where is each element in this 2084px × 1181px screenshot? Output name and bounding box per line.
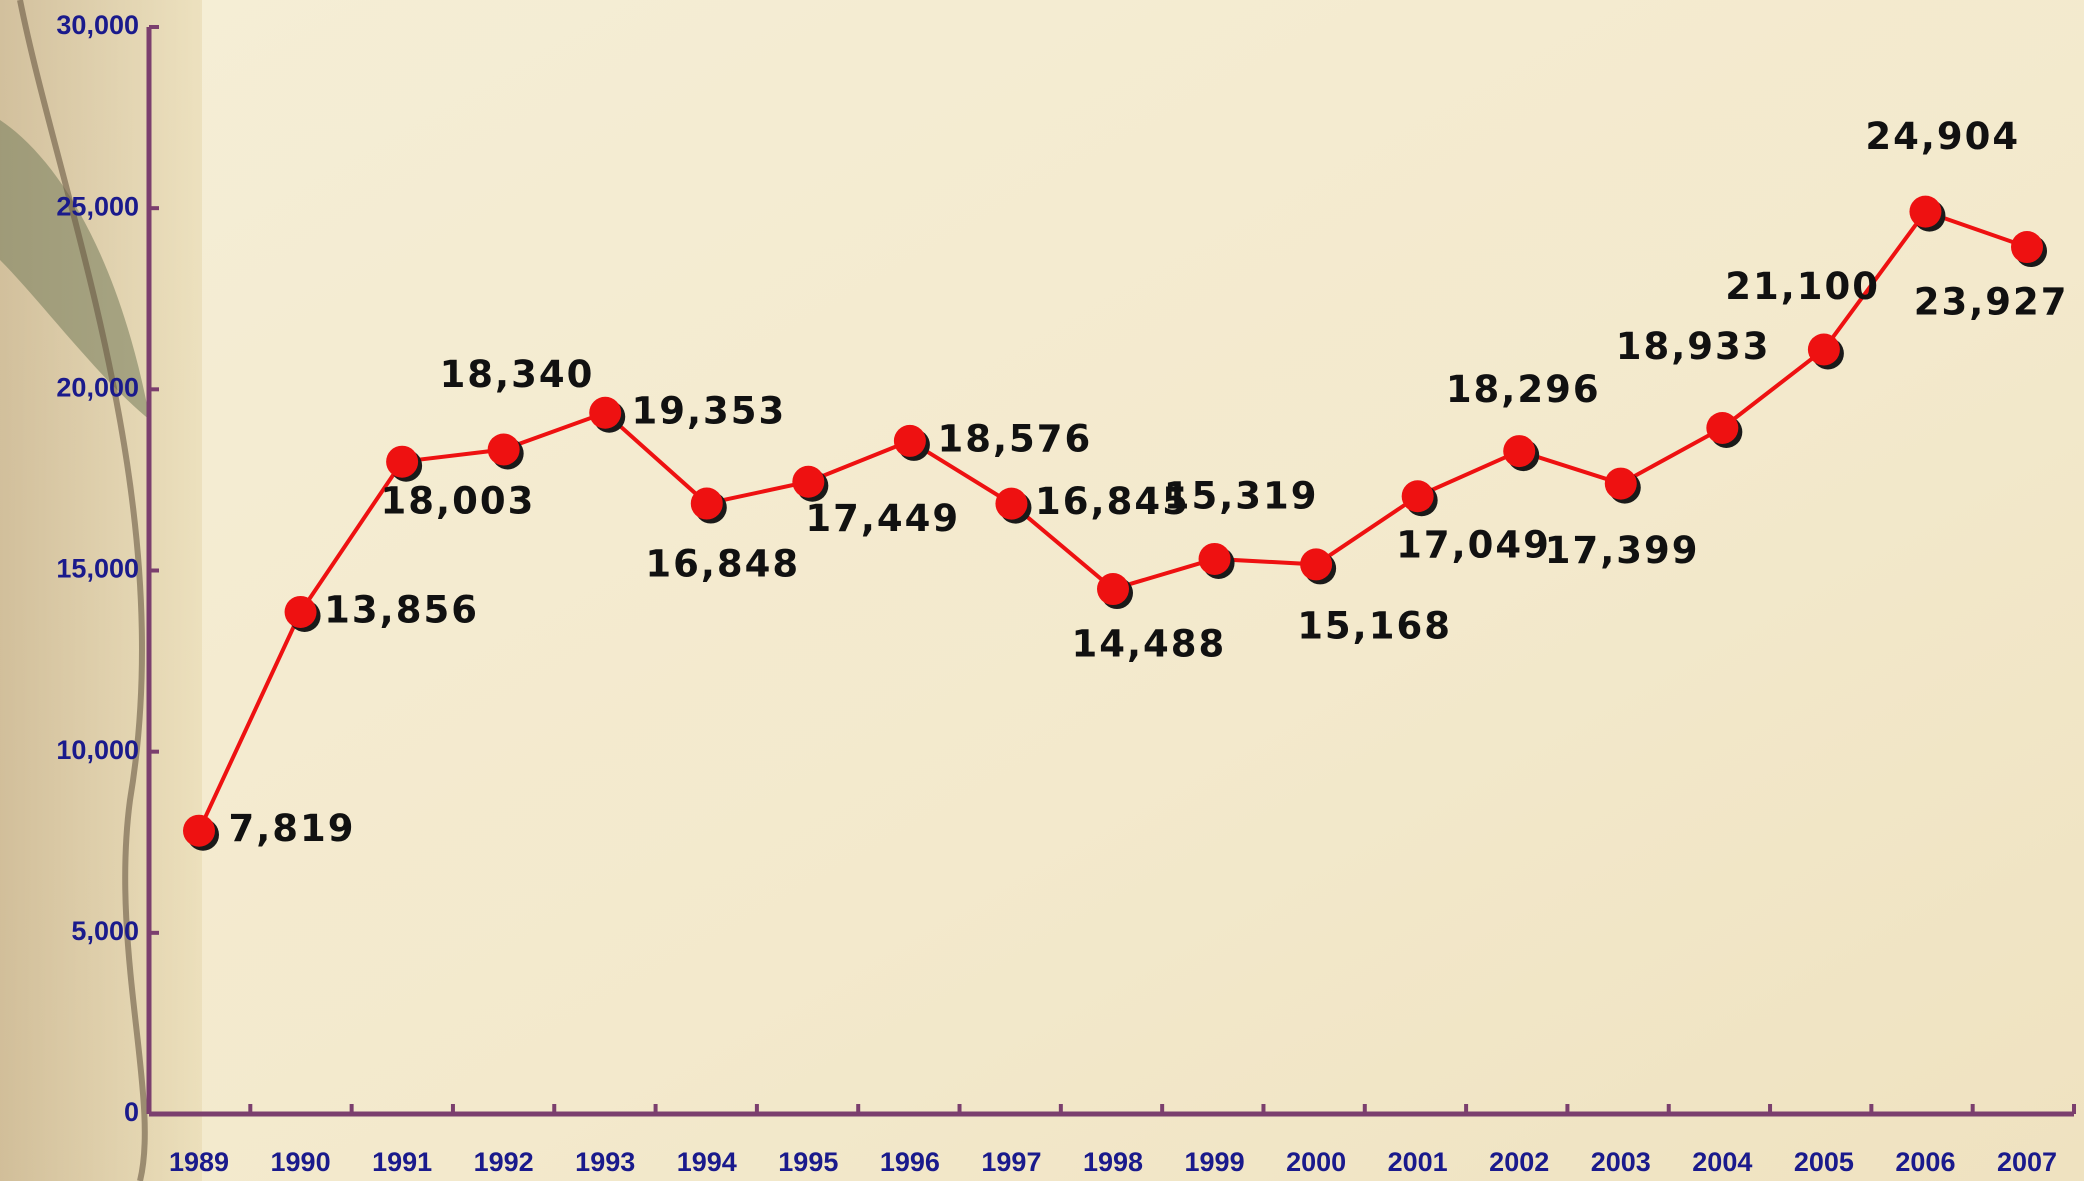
x-tick-label: 1996 bbox=[880, 1147, 940, 1177]
data-label: 24,904 bbox=[1865, 115, 2020, 158]
data-label: 23,927 bbox=[1914, 281, 2069, 324]
x-tick-label: 2004 bbox=[1692, 1147, 1752, 1177]
data-label: 19,353 bbox=[631, 389, 786, 432]
marker bbox=[1503, 435, 1535, 467]
x-tick-label: 2005 bbox=[1794, 1147, 1854, 1177]
x-tick-label: 2000 bbox=[1286, 1147, 1346, 1177]
marker bbox=[2011, 231, 2043, 263]
marker bbox=[1300, 548, 1332, 580]
data-label: 17,049 bbox=[1396, 523, 1551, 566]
data-label: 18,933 bbox=[1616, 325, 1771, 368]
background bbox=[0, 0, 2084, 1181]
data-label: 18,296 bbox=[1446, 368, 1601, 411]
x-tick-label: 1998 bbox=[1083, 1147, 1143, 1177]
marker bbox=[1605, 468, 1637, 500]
marker bbox=[488, 433, 520, 465]
y-tick-label: 25,000 bbox=[56, 191, 139, 221]
x-tick-label: 1993 bbox=[575, 1147, 635, 1177]
marker bbox=[1402, 480, 1434, 512]
x-tick-label: 1999 bbox=[1185, 1147, 1245, 1177]
marker bbox=[894, 425, 926, 457]
marker bbox=[1706, 412, 1738, 444]
data-label: 18,340 bbox=[440, 353, 595, 396]
x-tick-label: 2003 bbox=[1591, 1147, 1651, 1177]
y-tick-label: 20,000 bbox=[56, 372, 139, 402]
y-tick-label: 10,000 bbox=[56, 735, 139, 765]
x-tick-label: 1990 bbox=[271, 1147, 331, 1177]
marker bbox=[589, 397, 621, 429]
y-tick-label: 5,000 bbox=[71, 916, 139, 946]
marker bbox=[691, 488, 723, 520]
marker bbox=[1808, 333, 1840, 365]
marker bbox=[183, 815, 215, 847]
marker bbox=[995, 488, 1027, 520]
marker bbox=[1909, 196, 1941, 228]
marker bbox=[1199, 543, 1231, 575]
data-label: 18,003 bbox=[381, 479, 536, 522]
marker bbox=[386, 446, 418, 478]
marker bbox=[285, 596, 317, 628]
data-label: 15,319 bbox=[1164, 474, 1319, 517]
y-tick-label: 0 bbox=[124, 1097, 139, 1127]
data-label: 17,449 bbox=[805, 497, 960, 540]
x-tick-label: 1992 bbox=[474, 1147, 534, 1177]
x-tick-label: 2001 bbox=[1388, 1147, 1448, 1177]
data-label: 16,848 bbox=[645, 543, 800, 586]
x-tick-label: 1995 bbox=[778, 1147, 838, 1177]
x-tick-label: 2006 bbox=[1895, 1147, 1955, 1177]
marker bbox=[792, 466, 824, 498]
x-tick-label: 1997 bbox=[981, 1147, 1041, 1177]
x-tick-label: 1991 bbox=[372, 1147, 432, 1177]
data-label: 14,488 bbox=[1071, 623, 1226, 666]
marker bbox=[1097, 573, 1129, 605]
x-tick-label: 2007 bbox=[1997, 1147, 2057, 1177]
chart: 0 5,000 10,000 15,000 20,000 25,000 30,000 1989… bbox=[0, 0, 2084, 1181]
x-tick-label: 2002 bbox=[1489, 1147, 1549, 1177]
data-label: 18,576 bbox=[937, 417, 1092, 460]
data-label: 15,168 bbox=[1297, 605, 1452, 648]
x-tick-label: 1994 bbox=[677, 1147, 737, 1177]
y-tick-label: 15,000 bbox=[56, 554, 139, 584]
data-label: 17,399 bbox=[1545, 529, 1700, 572]
data-label: 7,819 bbox=[229, 807, 356, 850]
data-label: 13,856 bbox=[324, 588, 479, 631]
y-tick-label: 30,000 bbox=[56, 10, 139, 40]
data-label: 21,100 bbox=[1725, 265, 1880, 308]
x-tick-label: 1989 bbox=[169, 1147, 229, 1177]
